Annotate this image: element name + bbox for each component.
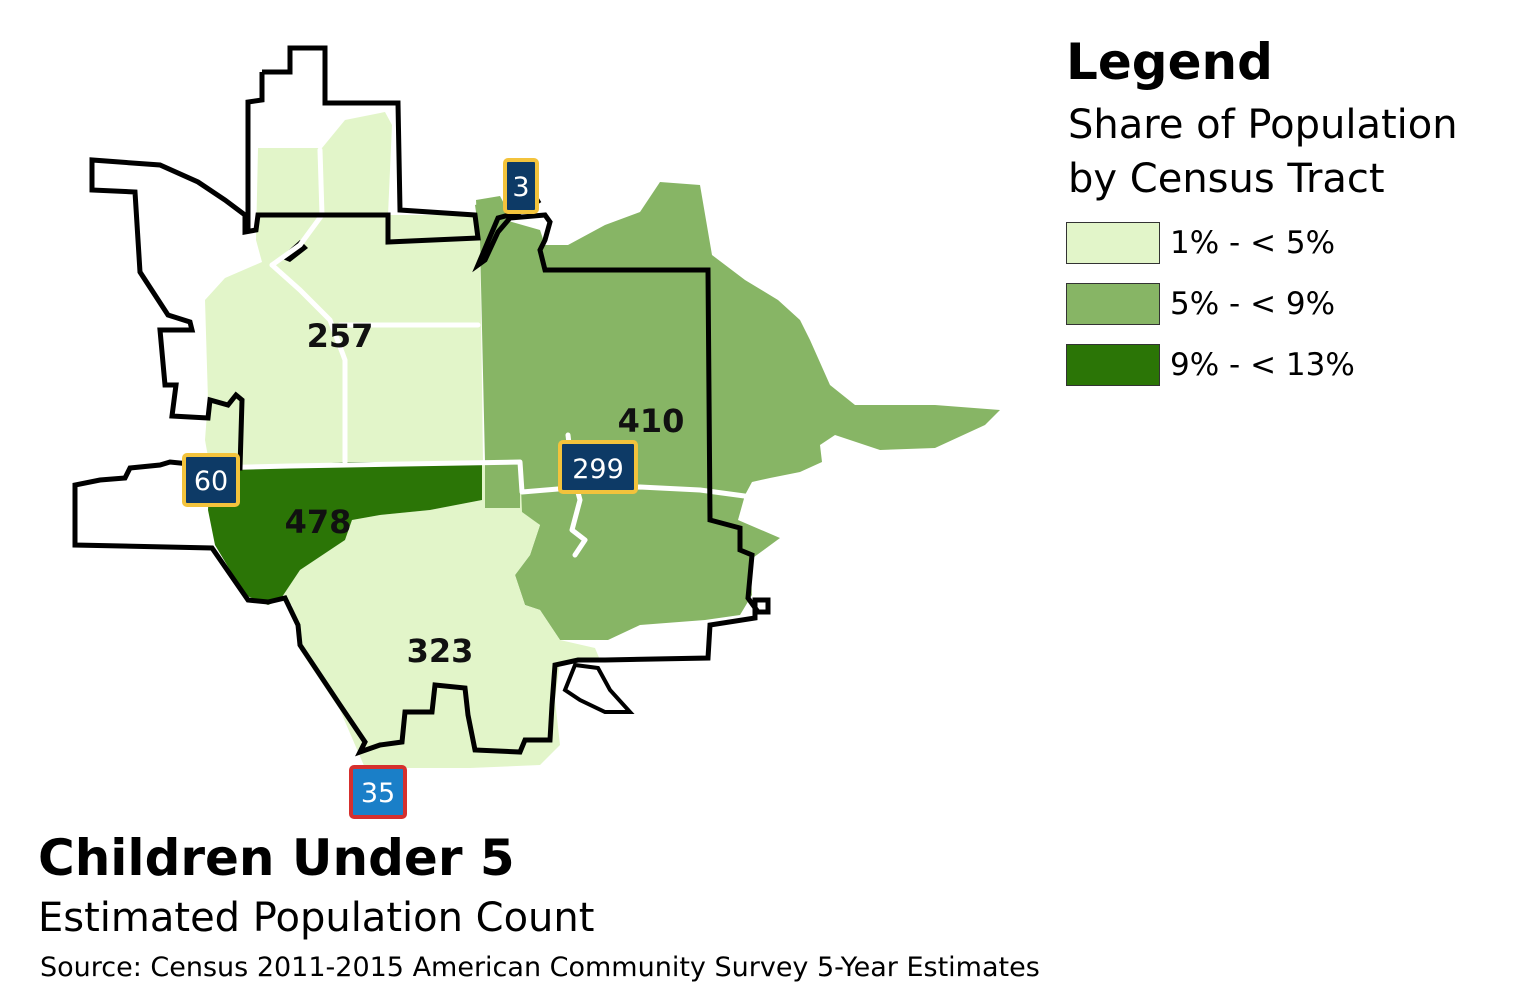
legend-swatch-low — [1066, 222, 1160, 264]
legend-title: Legend — [1066, 33, 1273, 91]
tract-label-410: 410 — [618, 402, 685, 440]
tract-323-area[interactable] — [280, 462, 600, 768]
legend-subtitle: Share of Population by Census Tract — [1068, 102, 1458, 202]
legend-item-low: 1% - < 5% — [1066, 220, 1506, 266]
tract-label-323: 323 — [407, 632, 474, 670]
route-shield-3: 3 — [503, 158, 539, 214]
road-diagonal — [269, 262, 348, 465]
route-shield-60: 60 — [182, 453, 240, 507]
svg-text:60: 60 — [194, 466, 228, 497]
legend-swatch-mid — [1066, 283, 1160, 325]
svg-text:3: 3 — [512, 172, 529, 203]
map-title: Children Under 5 — [38, 829, 515, 887]
legend-label-mid: 5% - < 9% — [1170, 286, 1336, 322]
road-north-south — [269, 147, 325, 268]
tract-label-478: 478 — [285, 503, 352, 541]
route-shield-299: 299 — [558, 440, 638, 494]
tract-257-area[interactable] — [205, 112, 483, 468]
title-block: Children Under 5 Estimated Population Co… — [38, 826, 1238, 986]
boundary-wedge-nw — [245, 72, 265, 230]
legend-swatch-high — [1066, 344, 1160, 386]
route-shield-35: 35 — [349, 765, 407, 819]
source-note: Source: Census 2011-2015 American Commun… — [40, 952, 1040, 983]
tract-sliver-mid — [485, 462, 520, 508]
legend-label-low: 1% - < 5% — [1170, 225, 1336, 261]
city-boundary — [72, 45, 771, 757]
legend-item-mid: 5% - < 9% — [1066, 281, 1506, 327]
legend: Legend Share of Population by Census Tra… — [1066, 32, 1506, 403]
boundary-se-hook — [562, 662, 635, 714]
road-east-west-main — [207, 459, 755, 500]
tract-410-area[interactable] — [475, 182, 1000, 640]
map-subtitle: Estimated Population Count — [38, 895, 595, 941]
svg-text:299: 299 — [572, 454, 624, 485]
tract-label-257: 257 — [307, 317, 374, 355]
tract-478-area[interactable] — [208, 462, 482, 605]
legend-item-high: 9% - < 13% — [1066, 342, 1506, 388]
legend-label-high: 9% - < 13% — [1170, 347, 1355, 383]
svg-text:35: 35 — [361, 778, 395, 809]
tract-sliver-north — [476, 196, 510, 238]
